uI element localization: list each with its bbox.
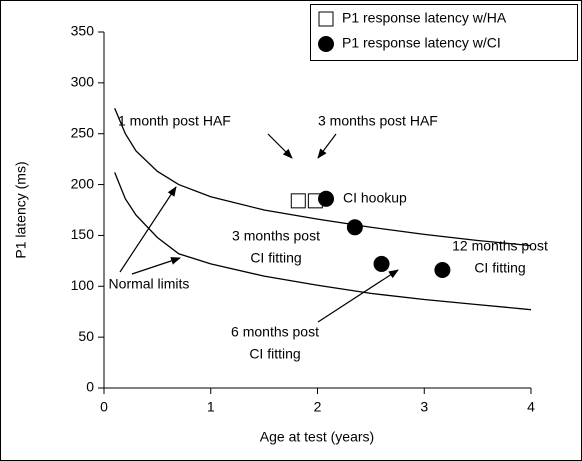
annotation: 6 months post [231,324,319,340]
annotation: Normal limits [109,276,190,292]
annotation: 3 months post [232,228,320,244]
square-marker [318,11,334,27]
y-tick-label: 100 [71,277,95,293]
circle-marker [434,262,451,279]
arrow [131,257,181,275]
x-tick-label: 0 [100,399,108,415]
legend-label: P1 response latency w/HA [342,10,507,26]
normal-limit-curve [114,172,532,311]
arrow [267,133,293,159]
x-tick-label: 3 [420,399,428,415]
x-tick-label: 2 [314,399,322,415]
annotation: 3 months post HAF [318,113,438,129]
x-tick-label: 1 [207,399,215,415]
y-tick-label: 350 [71,23,95,39]
legend-box [310,4,578,61]
y-tick-label: 150 [71,226,95,242]
annotation: 1 month post HAF [118,113,231,129]
y-axis-label: P1 latency (ms) [13,161,29,258]
legend-label: P1 response latency w/CI [342,35,501,51]
y-tick-label: 200 [71,175,95,191]
annotation: CI fitting [250,250,301,266]
circle-marker [346,219,363,236]
circle-marker [318,36,334,52]
square-marker [290,193,306,209]
arrow [119,186,177,273]
y-tick-label: 50 [78,328,94,344]
circle-marker [373,255,390,272]
arrow [317,269,399,323]
annotation: CI fitting [474,260,525,276]
annotation: 12 months post [452,238,548,254]
annotation: CI hookup [343,190,407,206]
annotation: CI fitting [249,346,300,362]
normal-limit-curve [114,108,532,247]
y-tick-label: 250 [71,124,95,140]
arrows [119,133,399,323]
y-tick-label: 0 [86,379,94,395]
y-tick-label: 300 [71,74,95,90]
circle-marker [318,190,335,207]
x-tick-label: 4 [527,399,535,415]
x-axis-label: Age at test (years) [260,429,374,445]
arrow [317,133,337,159]
